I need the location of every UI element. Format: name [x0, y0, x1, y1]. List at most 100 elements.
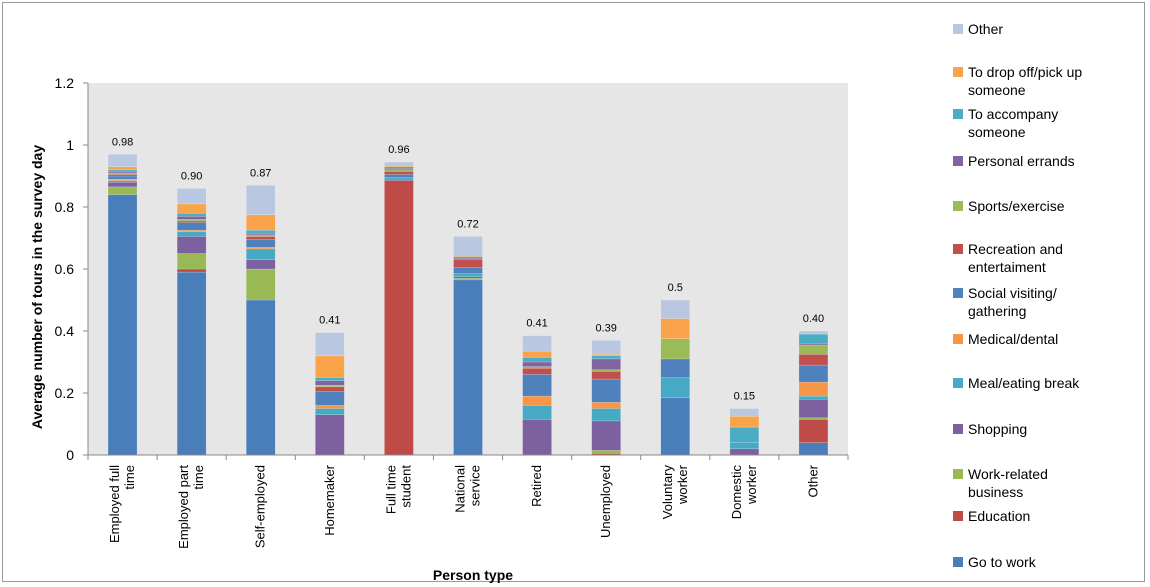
x-category-label: Domestic worker [729, 464, 759, 519]
svg-text:Self-employed: Self-employed [253, 465, 268, 548]
total-label: 0.72 [457, 218, 478, 230]
bar-segment [315, 405, 345, 409]
legend-item: Sports/exercise [953, 198, 1065, 214]
bar-segment [798, 398, 829, 419]
bar-segment [591, 378, 621, 403]
bar-segment [453, 259, 483, 268]
bar-segment [107, 194, 138, 456]
bar-segment [245, 185, 276, 216]
legend-item: Other [953, 21, 1003, 37]
bar-segment [384, 174, 414, 178]
x-category-label: Unemployed [598, 465, 613, 538]
y-tick-label: 1 [66, 137, 74, 153]
svg-text:service: service [468, 465, 483, 506]
legend-swatch [953, 378, 963, 388]
bar-segment [176, 253, 207, 270]
x-axis-title: Person type [433, 567, 513, 583]
bar-segment [591, 402, 621, 409]
legend-item: To drop off/pick up someone [953, 64, 1082, 98]
y-tick-label: 0.8 [55, 199, 75, 215]
legend-label: Education [968, 508, 1030, 524]
legend-item: Education [953, 508, 1030, 524]
legend-swatch [953, 24, 963, 34]
bar-segment [315, 355, 345, 378]
y-tick-label: 0.2 [55, 385, 75, 401]
legend-label: Medical/dental [968, 331, 1058, 347]
total-label: 0.41 [526, 318, 547, 330]
total-label: 0.41 [319, 315, 340, 327]
legend-item: To accompany someone [953, 106, 1058, 140]
bar-segment [176, 236, 207, 254]
legend-swatch [953, 288, 963, 298]
bar-segment [176, 188, 207, 205]
bar-segment [107, 154, 138, 167]
legend-item: Recreation and entertaiment [953, 241, 1063, 275]
bar-segment [798, 419, 829, 443]
x-category-label: Retired [529, 465, 544, 507]
bar-segment [660, 358, 691, 378]
total-label: 0.96 [388, 144, 409, 156]
bar-segment [176, 271, 207, 456]
bar-segment [245, 259, 276, 270]
svg-text:National: National [453, 465, 468, 513]
legend-item: Shopping [953, 421, 1027, 437]
legend-label: Personal errands [968, 153, 1075, 169]
bar-segment [660, 397, 691, 456]
legend-label: Recreation and [968, 241, 1063, 257]
bar-segment [522, 405, 552, 420]
bar-segment [176, 222, 207, 231]
legend-label: Social visiting/ [968, 285, 1057, 301]
bar-segment [176, 216, 207, 220]
bar-segment [729, 416, 760, 428]
y-tick-label: 0 [66, 447, 74, 463]
bar-segment [798, 333, 829, 344]
svg-text:time: time [122, 465, 137, 490]
bar-segment [245, 268, 276, 301]
bar-segment [798, 344, 829, 355]
x-category-label: National service [453, 465, 483, 513]
bar-segment [107, 186, 138, 195]
y-tick-label: 1.2 [55, 75, 75, 91]
bar-segment [729, 426, 760, 443]
svg-text:Other: Other [805, 464, 820, 497]
legend-item: Personal errands [953, 153, 1075, 169]
y-axis-title: Average number of tours in the survey da… [29, 145, 45, 429]
bar-segment [798, 395, 829, 400]
svg-text:time: time [191, 465, 206, 490]
svg-text:worker: worker [675, 464, 690, 505]
bar-segment [245, 214, 276, 231]
bar-segment [798, 330, 829, 335]
bar-segment [729, 408, 760, 417]
bar-segment [107, 181, 138, 188]
total-label: 0.87 [250, 167, 271, 179]
total-label: 0.15 [734, 391, 755, 403]
bars-group [107, 154, 829, 456]
bar-segment [591, 340, 621, 355]
bar-segment [315, 414, 345, 456]
legend-item: Social visiting/gathering [953, 285, 1057, 319]
legend-swatch [953, 557, 963, 567]
bar-segment [245, 239, 276, 248]
y-tick-label: 0.6 [55, 261, 75, 277]
legend-label: Go to work [968, 554, 1037, 570]
bar-segment [315, 377, 345, 381]
x-category-label: Voluntary worker [660, 464, 690, 519]
svg-text:Domestic: Domestic [729, 465, 744, 520]
bar-segment [660, 318, 691, 340]
total-label: 0.90 [181, 170, 202, 182]
total-label: 0.39 [595, 322, 616, 334]
bar-segment [591, 408, 621, 422]
bar-segment [522, 374, 552, 397]
bar-segment [453, 267, 483, 274]
bar-segment [107, 175, 138, 180]
bar-segment [798, 381, 829, 397]
bar-segment [245, 248, 276, 260]
legend-swatch [953, 469, 963, 479]
bar-segment [591, 371, 621, 380]
legend-label: someone [968, 124, 1026, 140]
legend-label: Other [968, 21, 1003, 37]
bar-segment [176, 203, 207, 214]
legend-label: gathering [968, 303, 1026, 319]
bar-segment [384, 180, 414, 456]
